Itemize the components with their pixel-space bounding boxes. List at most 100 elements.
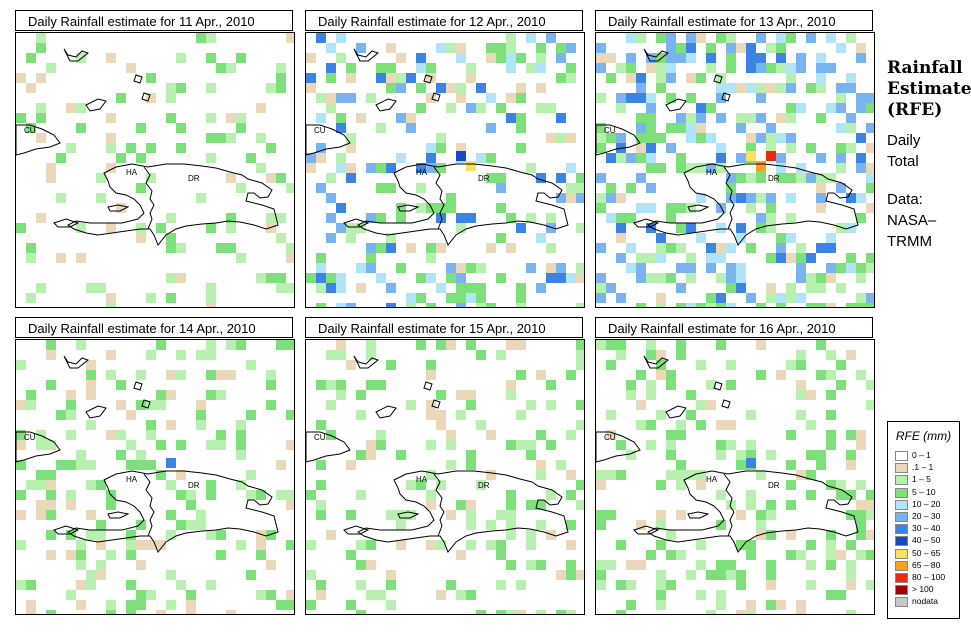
rainfall-cell <box>836 490 846 500</box>
rainfall-cell <box>306 490 316 500</box>
rainfall-cell <box>446 293 456 303</box>
rainfall-cell <box>216 390 226 400</box>
rainfall-cell <box>576 273 584 283</box>
rainfall-cell <box>826 243 836 253</box>
rainfall-cell <box>616 470 626 480</box>
rainfall-cell <box>716 600 726 610</box>
rainfall-cell <box>676 550 686 560</box>
rainfall-cell <box>736 450 746 460</box>
rainfall-cell <box>736 273 746 283</box>
rainfall-cell <box>426 143 436 153</box>
rainfall-cell <box>786 233 796 243</box>
rainfall-cell <box>776 33 786 43</box>
rainfall-cell <box>236 540 246 550</box>
rainfall-cell <box>836 123 846 133</box>
island-outline <box>141 399 151 409</box>
rainfall-cell <box>666 273 676 283</box>
rainfall-cell <box>546 380 556 390</box>
rainfall-cell <box>526 560 536 570</box>
rainfall-cell <box>736 193 746 203</box>
rainfall-cell <box>336 223 346 233</box>
rainfall-cell <box>316 500 326 510</box>
rainfall-cell <box>716 490 726 500</box>
rainfall-cell <box>836 550 846 560</box>
coastlines <box>596 48 859 246</box>
rainfall-cell <box>446 273 456 283</box>
rainfall-cell <box>566 610 576 614</box>
rainfall-cell <box>446 43 456 53</box>
rainfall-cell <box>496 510 506 520</box>
rainfall-map-svg: CU HA DR <box>16 340 294 614</box>
rainfall-cell <box>116 450 126 460</box>
rainfall-cell <box>366 263 376 273</box>
rainfall-cell <box>806 450 816 460</box>
rainfall-cell <box>576 193 584 203</box>
rainfall-cell <box>416 340 426 350</box>
rainfall-cell <box>206 223 216 233</box>
rainfall-cell <box>816 243 826 253</box>
rainfall-cell <box>866 500 874 510</box>
rainfall-cell <box>566 183 576 193</box>
rainfall-cell <box>406 293 416 303</box>
rainfall-cell <box>306 273 316 283</box>
rainfall-cell <box>366 243 376 253</box>
rainfall-cell <box>66 550 76 560</box>
rainfall-cell <box>226 340 236 350</box>
rainfall-cell <box>756 93 766 103</box>
gonave-outline <box>107 204 130 212</box>
island-outline <box>721 399 731 409</box>
rainfall-cell <box>386 600 396 610</box>
rainfall-cell <box>686 43 696 53</box>
legend-item: 65 – 80 <box>895 560 957 572</box>
rainfall-cell <box>316 93 326 103</box>
rainfall-cell <box>736 263 746 273</box>
rainfall-cell <box>856 213 866 223</box>
legend-label: > 100 <box>912 584 934 595</box>
rainfall-cell <box>866 93 874 103</box>
rainfall-cell <box>126 143 136 153</box>
legend-item: > 100 <box>895 584 957 596</box>
rainfall-cell <box>206 480 216 490</box>
rainfall-cell <box>786 193 796 203</box>
rainfall-cell <box>406 480 416 490</box>
rainfall-cell <box>736 580 746 590</box>
rainfall-cell <box>96 173 106 183</box>
rainfall-cell <box>86 283 96 293</box>
rainfall-cell <box>526 530 536 540</box>
rainfall-cell <box>96 193 106 203</box>
rainfall-cell <box>266 530 276 540</box>
rainfall-cell <box>686 253 696 263</box>
rainfall-cell <box>236 123 246 133</box>
rainfall-cell <box>636 560 646 570</box>
rainfall-cell <box>836 223 846 233</box>
rainfall-cell <box>446 460 456 470</box>
rainfall-cell <box>636 253 646 263</box>
rainfall-cell <box>856 273 866 283</box>
legend-label: 30 – 40 <box>912 523 941 534</box>
rainfall-cell <box>666 73 676 83</box>
rainfall-cell <box>266 213 276 223</box>
rainfall-cell <box>646 103 656 113</box>
rainfall-cell <box>316 253 326 263</box>
rainfall-cell <box>36 440 46 450</box>
rainfall-cell <box>576 183 584 193</box>
rainfall-cell <box>206 283 216 293</box>
rainfall-cell <box>696 193 706 203</box>
rainfall-cell <box>696 590 706 600</box>
rainfall-cell <box>746 600 756 610</box>
rainfall-cell <box>796 273 806 283</box>
rainfall-cell <box>336 283 346 293</box>
rainfall-cell <box>506 510 516 520</box>
rainfall-cell <box>376 63 386 73</box>
country-label-haiti: HA <box>416 475 428 484</box>
rainfall-cell <box>776 243 786 253</box>
rainfall-cell <box>736 510 746 520</box>
rainfall-cell <box>276 600 286 610</box>
rainfall-cell <box>336 273 346 283</box>
island-outline <box>133 74 143 84</box>
rainfall-cell <box>406 113 416 123</box>
rainfall-cell <box>736 83 746 93</box>
rainfall-cell <box>796 600 806 610</box>
rainfall-cell <box>696 163 706 173</box>
rainfall-cell <box>336 350 346 360</box>
